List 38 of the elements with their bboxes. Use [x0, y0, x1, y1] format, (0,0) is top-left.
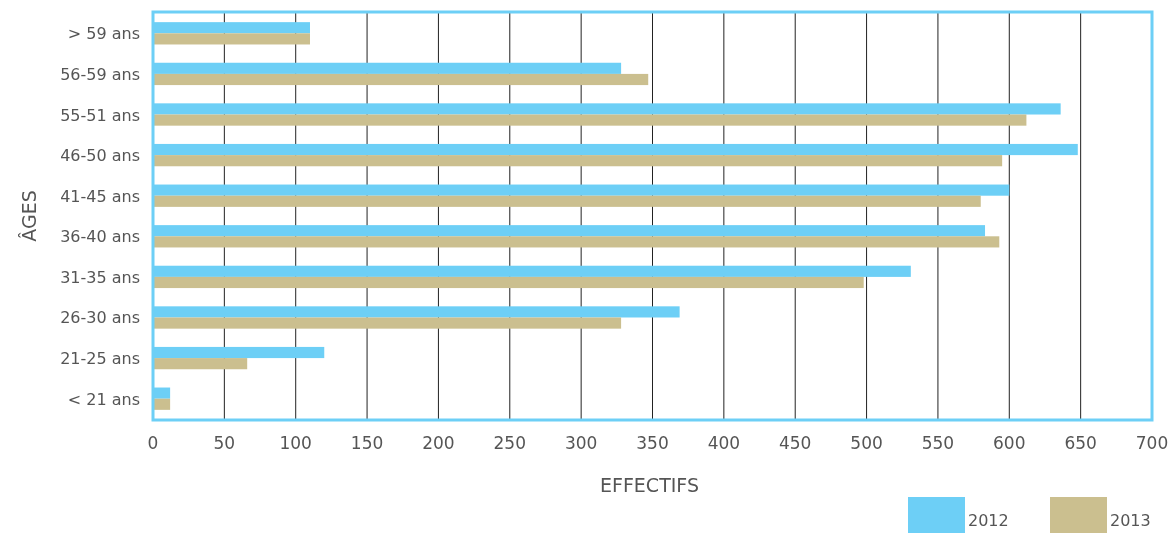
x-tick-label: 0	[147, 433, 159, 453]
x-tick-label: 300	[564, 433, 598, 453]
y-axis-title: ÂGES	[18, 190, 40, 242]
y-tick-label: 21-25 ans	[60, 349, 140, 369]
bar	[153, 195, 981, 207]
bar	[153, 155, 1003, 167]
bar	[153, 358, 248, 370]
bar	[153, 73, 649, 86]
x-tick-label: 250	[493, 433, 527, 453]
y-tick-label: 56-59 ans	[60, 64, 140, 84]
y-tick-label: 26-30 ans	[60, 308, 140, 328]
y-tick-label: 31-35 ans	[60, 267, 140, 287]
bar	[153, 276, 864, 289]
y-tick-label: < 21 ans	[67, 389, 140, 409]
bar	[153, 236, 1000, 248]
y-tick-label: 46-50 ans	[60, 146, 140, 166]
x-tick-label: 350	[636, 433, 669, 453]
x-tick-label: 650	[1064, 433, 1097, 453]
x-tick-label: 550	[921, 433, 955, 453]
x-tick-label: 200	[422, 433, 455, 453]
bar	[153, 114, 1027, 126]
x-tick-label: 700	[1135, 433, 1169, 453]
y-tick-label: 55-51 ans	[60, 105, 140, 125]
x-tick-label: 600	[993, 433, 1026, 453]
y-tick-label: 41-45 ans	[60, 186, 140, 206]
legend-label: 2013	[1110, 511, 1151, 530]
x-tick-label: 450	[778, 433, 812, 453]
x-tick-label: 150	[350, 433, 384, 453]
x-tick-label: 400	[707, 433, 741, 453]
bar	[153, 33, 310, 45]
x-axis-title: EFFECTIFS	[600, 474, 699, 496]
bar	[153, 317, 622, 329]
x-tick-label: 50	[213, 433, 236, 453]
x-tick-label: 100	[279, 433, 312, 453]
y-tick-label: > 59 ans	[67, 24, 140, 44]
x-tick-label: 500	[850, 433, 883, 453]
legend-label: 2012	[968, 511, 1009, 530]
y-tick-label: 36-40 ans	[60, 227, 140, 247]
